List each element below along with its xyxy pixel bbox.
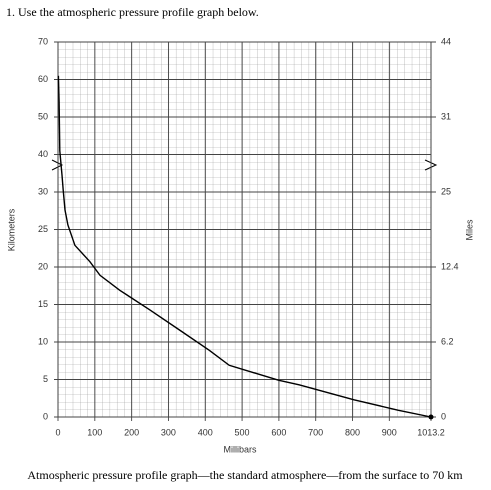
profile-line: [57, 75, 432, 418]
y-tick-label: 0: [43, 411, 48, 421]
axis-break: [51, 159, 438, 171]
y-tick-label: 10: [38, 336, 48, 346]
caption: Atmospheric pressure profile graph—the s…: [27, 468, 463, 482]
x-axis-label: Millibars: [223, 444, 257, 454]
y-tick-label: 20: [38, 261, 48, 271]
y2-tick-label: 6.2: [441, 336, 454, 346]
x-tick-label: 100: [87, 427, 102, 437]
y2-tick-label: 25: [441, 186, 451, 196]
x-tick-label: 500: [235, 427, 250, 437]
x-tick-label: 1013.2: [417, 427, 445, 437]
question: 1. Use the atmospheric pressure profile …: [6, 5, 259, 19]
y2-tick-label: 12.4: [441, 261, 459, 271]
x-tick-label: 600: [271, 427, 286, 437]
x-tick-label: 400: [198, 427, 213, 437]
y-tick-label: 70: [38, 36, 48, 46]
y-axis-label: Kilometers: [6, 208, 16, 251]
y-tick-label: 5: [43, 374, 48, 384]
x-tick-label: 900: [382, 427, 397, 437]
end-dot: [428, 414, 434, 420]
y-tick-label: 30: [38, 186, 48, 196]
y-tick-label: 15: [38, 299, 48, 309]
y-tick-label: 40: [38, 149, 48, 159]
x-tick-label: 800: [345, 427, 360, 437]
x-tick-label: 0: [55, 427, 60, 437]
y-tick-label: 60: [38, 74, 48, 84]
y-tick-label: 50: [38, 111, 48, 121]
x-tick-label: 300: [161, 427, 176, 437]
y2-tick-label: 0: [441, 411, 446, 421]
y-tick-label: 25: [38, 224, 48, 234]
y2-tick-label: 44: [441, 36, 451, 46]
x-tick-label: 700: [308, 427, 323, 437]
y2-tick-label: 31: [441, 111, 451, 121]
x-tick-label: 200: [124, 427, 139, 437]
y2-axis-label: Miles: [464, 219, 474, 241]
